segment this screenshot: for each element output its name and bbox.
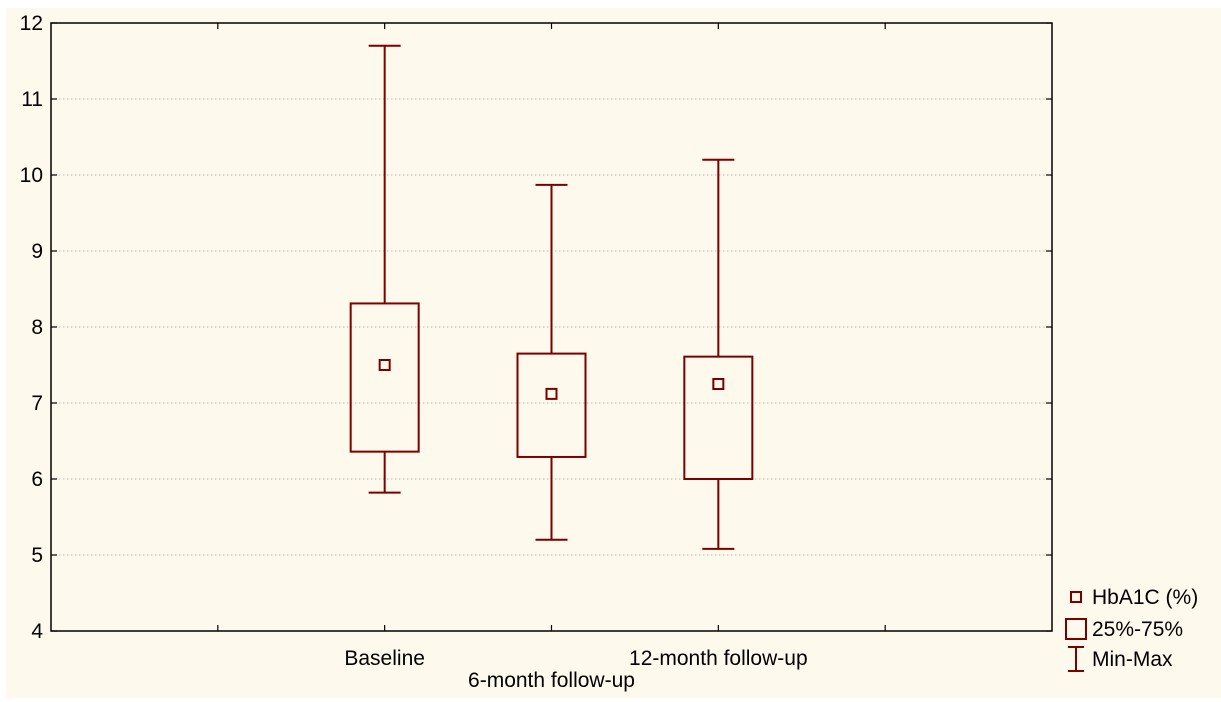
median-marker <box>545 387 558 400</box>
iqr-box <box>349 302 420 453</box>
x-category-label: 6-month follow-up <box>468 669 635 692</box>
legend-label: 25%-75% <box>1092 618 1183 641</box>
y-tick-label: 11 <box>21 88 43 111</box>
boxes <box>349 44 754 550</box>
axes: 4 5 6 7 8 9 10 11 12 Baseline 6-month follow-up12-… <box>20 12 1052 692</box>
iqr-box <box>516 352 587 458</box>
x-category-label: 12-month follow-up <box>629 647 808 670</box>
boxplot-chart: 4 5 6 7 8 9 10 11 12 Baseline 6-month follow-up12-… <box>20 12 1199 692</box>
legend-box-icon <box>1065 618 1087 640</box>
y-tick-label: 10 <box>20 164 43 187</box>
y-tick-label: 6 <box>31 468 43 491</box>
x-category-label: Baseline <box>344 647 425 670</box>
legend: HbA1C (%) 25%-75% Min-Max <box>1065 586 1198 672</box>
y-tick-label: 7 <box>31 392 43 415</box>
median-marker <box>712 378 725 390</box>
chart-figure: 4 5 6 7 8 9 10 11 12 Baseline 6-month follow-up 12-… <box>6 8 1221 698</box>
legend-label: Min-Max <box>1092 648 1173 671</box>
y-tick-label: 8 <box>31 316 43 339</box>
iqr-box <box>683 355 754 481</box>
y-tick-label: 12 <box>20 12 43 35</box>
legend-median-icon <box>1070 591 1082 603</box>
y-tick-label: 5 <box>31 544 43 567</box>
y-tick-label: 9 <box>31 240 43 263</box>
legend-label: HbA1C (%) <box>1092 586 1198 609</box>
median-marker <box>378 359 391 371</box>
y-tick-label: 4 <box>31 620 43 643</box>
